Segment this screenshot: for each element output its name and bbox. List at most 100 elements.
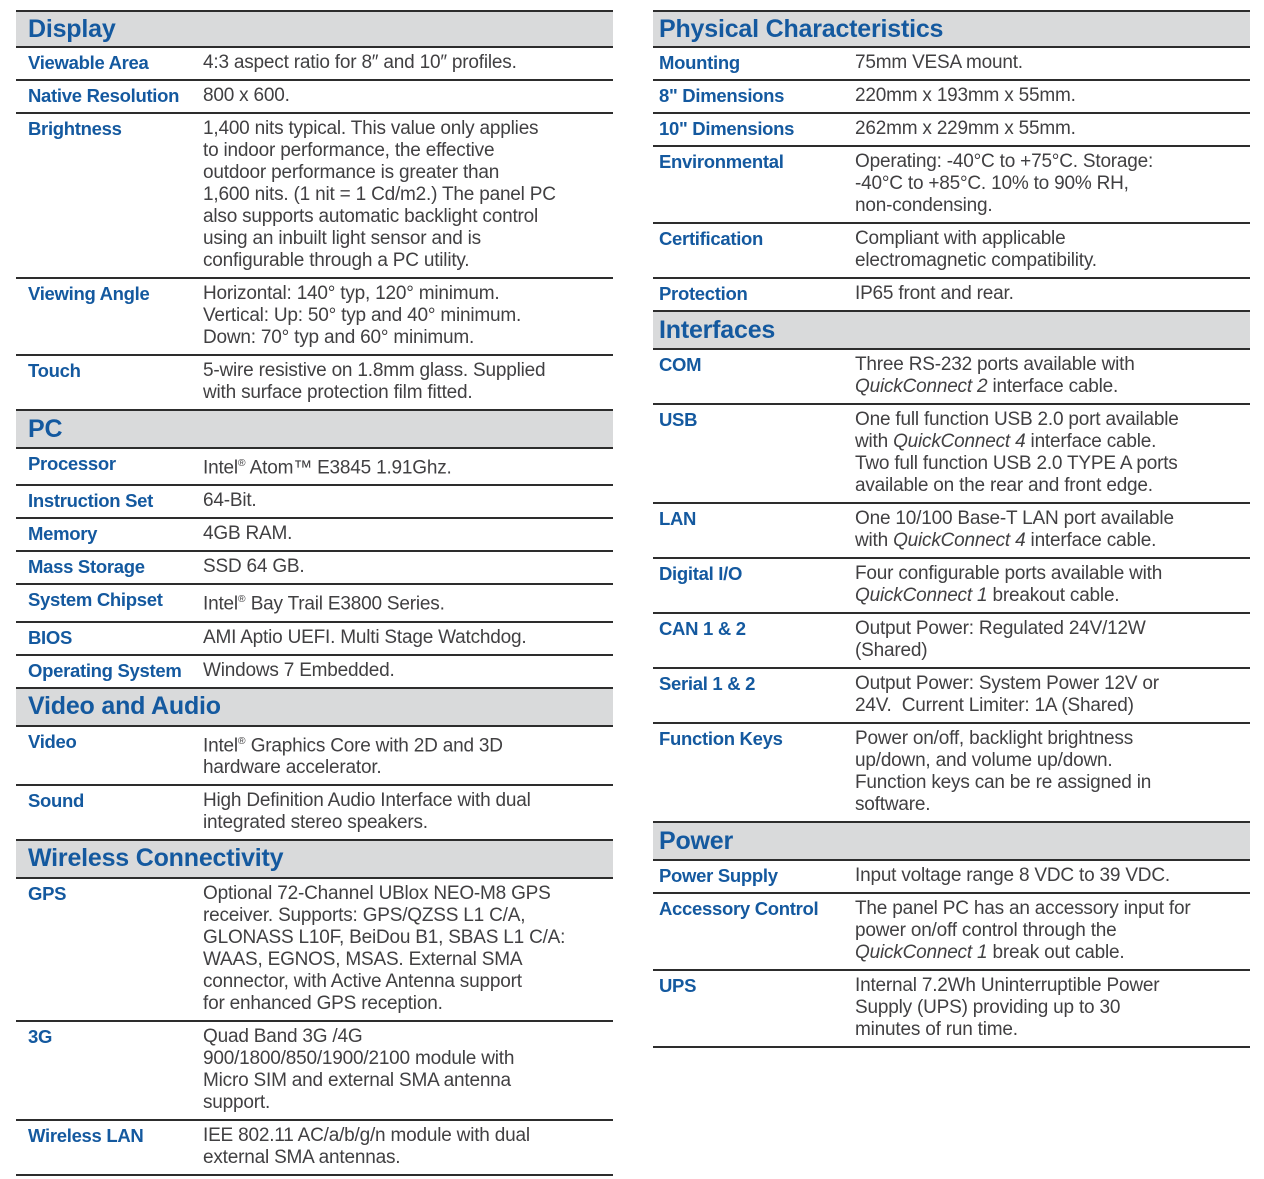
spec-row: COM Three RS-232 ports available with Quic… xyxy=(653,350,1250,405)
spec-row: LAN One 10/100 Base-T LAN port available w… xyxy=(653,504,1250,559)
spec-row: System Chipset Intel® Bay Trail E3800 Ser… xyxy=(16,585,613,623)
spec-value-text: Compliant with applicable xyxy=(855,228,1066,249)
spec-value: 75mm VESA mount. xyxy=(855,52,1250,74)
spec-value-text: Three RS-232 ports available with xyxy=(855,354,1135,375)
spec-label: Sound xyxy=(28,789,85,811)
spec-value-text: Optional 72-Channel UBlox NEO-M8 GPS xyxy=(203,882,551,904)
spec-value-text: QuickConnect 4 xyxy=(893,530,1026,551)
section-title: Video and Audio xyxy=(28,692,221,721)
spec-label: Mass Storage xyxy=(28,556,145,578)
spec-row: Wireless LAN IEE 802.11 AC/a/b/g/n module… xyxy=(16,1121,613,1176)
spec-value-text: WAAS, EGNOS, MSAS. External SMA xyxy=(203,948,523,970)
spec-label: Protection xyxy=(659,283,748,304)
spec-label: 10" Dimensions xyxy=(659,118,795,139)
spec-label: Power Supply xyxy=(659,865,778,886)
spec-value-text: available on the rear and front edge. xyxy=(855,475,1153,496)
spec-label: Wireless LAN xyxy=(28,1124,144,1146)
spec-row: 10" Dimensions 262mm x 229mm x 55mm. xyxy=(653,114,1250,147)
spec-value-text: (Shared) xyxy=(855,640,928,661)
spec-value-text: ® xyxy=(237,594,246,606)
spec-value-text: electromagnetic compatibility. xyxy=(855,250,1097,271)
spec-value: Intel® Bay Trail E3800 Series. xyxy=(203,589,613,615)
spec-value-text: IEE 802.11 AC/a/b/g/n module with dual xyxy=(203,1124,530,1146)
spec-row: Sound High Definition Audio Interface wit… xyxy=(16,786,613,841)
spec-value: Optional 72-Channel UBlox NEO-M8 GPS rece… xyxy=(203,883,613,1015)
spec-row: USB One full function USB 2.0 port availa… xyxy=(653,405,1250,504)
spec-label: Video xyxy=(28,730,77,752)
spec-value-text: Operating: -40°C to +75°C. Storage: xyxy=(855,151,1154,172)
spec-value: Intel® Graphics Core with 2D and 3D hardw… xyxy=(203,731,613,779)
spec-value-text: Four configurable ports available with xyxy=(855,563,1163,584)
spec-value-text: 800 x 600. xyxy=(203,85,290,106)
spec-value-text: interface cable. xyxy=(987,376,1119,397)
spec-row: Environmental Operating: -40°C to +75°C. … xyxy=(653,147,1250,224)
spec-label: Native Resolution xyxy=(28,85,180,106)
spec-label: 8" Dimensions xyxy=(659,85,785,106)
spec-value-text: integrated stereo speakers. xyxy=(203,811,428,833)
spec-value-text: configurable through a PC utility. xyxy=(203,250,470,271)
spec-value: 220mm x 193mm x 55mm. xyxy=(855,85,1250,107)
spec-row: Viewing Angle Horizontal: 140° typ, 120° … xyxy=(16,279,613,356)
spec-row: Touch 5-wire resistive on 1.8mm glass. Su… xyxy=(16,356,613,411)
spec-value: The panel PC has an accessory input for p… xyxy=(855,898,1250,964)
spec-value: Compliant with applicable electromagnetic… xyxy=(855,228,1250,272)
left-column: Display Viewable Area 4:3 aspect ratio for… xyxy=(16,10,613,1176)
spec-label: Processor xyxy=(28,453,116,474)
spec-value: Quad Band 3G /4G 900/1800/850/1900/2100 m… xyxy=(203,1026,613,1114)
section-title: Physical Characteristics xyxy=(659,14,944,43)
spec-row: Serial 1 & 2 Output Power: System Power 1… xyxy=(653,669,1250,724)
spec-value: 1,400 nits typical. This value only appl… xyxy=(203,118,613,272)
spec-value-text: outdoor performance is greater than xyxy=(203,162,500,183)
spec-value-text: 1,400 nits typical. This value only appl… xyxy=(203,118,539,139)
spec-row: Processor Intel® Atom™ E3845 1.91Ghz. xyxy=(16,449,613,487)
spec-value-text: Atom™ E3845 1.91Ghz. xyxy=(245,457,452,479)
spec-value-text: 64-Bit. xyxy=(203,490,257,512)
spec-label: LAN xyxy=(659,508,697,529)
spec-value-text: external SMA antennas. xyxy=(203,1146,401,1168)
spec-value-text: The panel PC has an accessory input for xyxy=(855,898,1191,919)
right-column: Physical Characteristics Mounting 75mm VES… xyxy=(653,10,1250,1176)
spec-label: COM xyxy=(659,354,702,375)
spec-value-text: connector, with Active Antenna support xyxy=(203,970,522,992)
spec-label: GPS xyxy=(28,882,67,904)
spec-label: Touch xyxy=(28,360,81,381)
spec-label: USB xyxy=(659,409,698,430)
spec-row: CAN 1 & 2 Output Power: Regulated 24V/12W… xyxy=(653,614,1250,669)
spec-value: 4GB RAM. xyxy=(203,523,613,545)
spec-value-text: interface cable. xyxy=(1025,431,1157,452)
spec-value-text: One full function USB 2.0 port available xyxy=(855,409,1179,430)
spec-value-text: GLONASS L10F, BeiDou B1, SBAS L1 C/A: xyxy=(203,926,566,948)
spec-row: Protection IP65 front and rear. xyxy=(653,279,1250,312)
spec-value-text: Intel xyxy=(203,457,238,479)
spec-value: SSD 64 GB. xyxy=(203,556,613,578)
spec-value: 5-wire resistive on 1.8mm glass. Supplie… xyxy=(203,360,613,404)
spec-value: IEE 802.11 AC/a/b/g/n module with dual ex… xyxy=(203,1125,613,1169)
spec-row: Power Supply Input voltage range 8 VDC to… xyxy=(653,861,1250,894)
spec-value-text: ® xyxy=(237,458,246,469)
spec-value-text: Power on/off, backlight brightness xyxy=(855,728,1134,749)
spec-label: Environmental xyxy=(659,151,784,172)
section-header-display: Display xyxy=(16,10,613,48)
spec-label: Operating System xyxy=(28,659,182,681)
spec-row: 8" Dimensions 220mm x 193mm x 55mm. xyxy=(653,81,1250,114)
spec-value-text: breakout cable. xyxy=(987,585,1120,606)
spec-row: Mounting 75mm VESA mount. xyxy=(653,48,1250,81)
spec-value: Four configurable ports available with Qu… xyxy=(855,563,1250,607)
spec-label: System Chipset xyxy=(28,589,163,611)
spec-value-text: QuickConnect 4 xyxy=(893,431,1026,452)
spec-row: 3G Quad Band 3G /4G 900/1800/850/1900/2100… xyxy=(16,1022,613,1121)
spec-value-text: 5-wire resistive on 1.8mm glass. Supplie… xyxy=(203,360,546,381)
spec-row: Instruction Set 64-Bit. xyxy=(16,486,613,520)
section-header-pc: PC xyxy=(16,411,613,449)
spec-value-text: Micro SIM and external SMA antenna xyxy=(203,1069,511,1091)
section-header-video-and-audio: Video and Audio xyxy=(16,688,613,727)
spec-row: Mass Storage SSD 64 GB. xyxy=(16,552,613,586)
spec-value: 800 x 600. xyxy=(203,85,613,107)
spec-label: CAN 1 & 2 xyxy=(659,618,746,639)
spec-value-text: Output Power: System Power 12V or xyxy=(855,673,1159,694)
spec-value-text: hardware accelerator. xyxy=(203,756,382,778)
spec-value: Operating: -40°C to +75°C. Storage: -40°C… xyxy=(855,151,1250,217)
spec-value-text: interface cable. xyxy=(1025,530,1157,551)
spec-value-text: power on/off control through the xyxy=(855,920,1117,941)
spec-value-text: minutes of run time. xyxy=(855,1019,1018,1040)
